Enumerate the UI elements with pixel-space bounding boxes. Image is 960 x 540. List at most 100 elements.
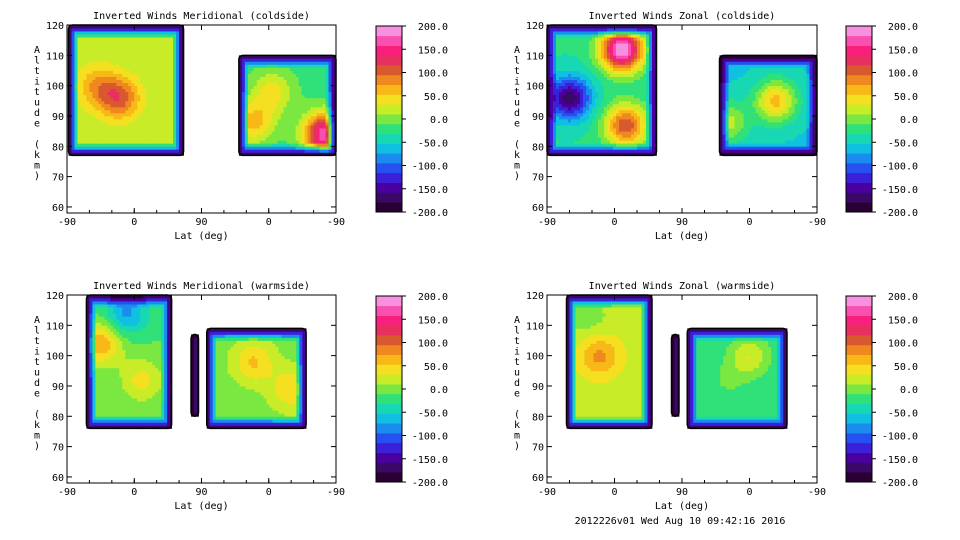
data-cell (262, 112, 267, 117)
data-cell (604, 25, 608, 29)
data-cell (119, 134, 123, 138)
data-cell (122, 31, 126, 35)
data-cell (95, 61, 99, 65)
data-cell (592, 146, 596, 150)
data-cell (277, 76, 282, 80)
data-cell (289, 134, 294, 138)
data-cell (158, 61, 162, 65)
data-cell (149, 52, 153, 56)
data-cell (247, 131, 252, 135)
data-cell (101, 85, 105, 90)
data-cell (256, 67, 261, 71)
data-cell (764, 131, 768, 135)
data-cell (307, 73, 311, 77)
data-cell (316, 73, 320, 77)
data-cell (640, 40, 644, 44)
data-cell (313, 91, 317, 96)
data-cell (292, 109, 297, 114)
data-cell (631, 112, 635, 117)
data-cell (574, 85, 578, 90)
data-cell (116, 137, 120, 141)
data-cell (74, 140, 78, 144)
data-cell (725, 134, 729, 138)
data-cell (568, 152, 572, 156)
data-cell (256, 106, 261, 111)
data-cell (628, 28, 632, 32)
data-cell (271, 122, 276, 126)
data-cell (577, 34, 581, 38)
data-cell (646, 46, 650, 50)
data-cell (607, 46, 611, 50)
data-cell (137, 49, 141, 53)
data-cell (758, 112, 762, 117)
data-cell (319, 122, 323, 126)
data-cell (764, 85, 768, 90)
data-cell (143, 88, 147, 93)
data-cell (319, 97, 323, 102)
data-cell (553, 100, 557, 105)
data-cell (634, 70, 638, 74)
data-cell (652, 134, 656, 138)
data-cell (328, 137, 332, 141)
data-cell (649, 103, 653, 108)
data-cell (619, 46, 623, 50)
data-cell (577, 122, 581, 126)
data-cell (101, 134, 105, 138)
data-cell (155, 97, 159, 102)
data-cell (325, 128, 329, 132)
data-cell (613, 55, 617, 59)
data-cell (728, 103, 732, 108)
data-cell (134, 115, 138, 120)
data-cell (631, 106, 635, 111)
data-cell (652, 112, 656, 117)
data-cell (280, 100, 285, 105)
data-cell (616, 97, 620, 102)
data-cell (722, 115, 726, 120)
data-cell (574, 79, 578, 84)
data-cell (119, 52, 123, 56)
data-cell (761, 58, 765, 62)
data-cell (316, 94, 320, 99)
data-cell (292, 140, 297, 144)
data-cell (640, 73, 644, 77)
data-cell (607, 49, 611, 53)
data-cell (101, 70, 105, 74)
data-cell (598, 146, 602, 150)
data-cell (731, 109, 735, 114)
data-cell (68, 119, 72, 123)
data-cell (319, 79, 323, 84)
data-cell (625, 55, 629, 59)
data-cell (613, 146, 617, 150)
data-cell (92, 31, 96, 35)
data-cell (613, 61, 617, 65)
data-cell (253, 125, 258, 129)
data-cell (631, 143, 635, 147)
data-cell (256, 137, 261, 141)
data-cell (179, 146, 183, 150)
data-cell (634, 46, 638, 50)
data-cell (71, 112, 75, 117)
data-cell (74, 34, 78, 38)
data-cell (295, 76, 300, 80)
data-cell (92, 64, 96, 68)
data-cell (101, 119, 105, 123)
data-cell (104, 131, 108, 135)
data-cell (143, 82, 147, 87)
data-cell (755, 128, 759, 132)
data-cell (286, 128, 291, 132)
data-cell (77, 58, 81, 62)
data-cell (550, 140, 554, 144)
data-cell (277, 73, 282, 77)
data-cell (161, 94, 165, 99)
data-cell (152, 88, 156, 93)
chart-title: Inverted Winds Zonal (coldside) (589, 11, 776, 22)
data-cell (173, 125, 177, 129)
data-cell (161, 79, 165, 84)
data-cell (622, 82, 626, 87)
data-cell (89, 100, 93, 105)
data-cell (128, 100, 132, 105)
data-cell (758, 140, 762, 144)
data-cell (547, 112, 551, 117)
data-cell (116, 73, 120, 77)
data-cell (167, 73, 171, 77)
